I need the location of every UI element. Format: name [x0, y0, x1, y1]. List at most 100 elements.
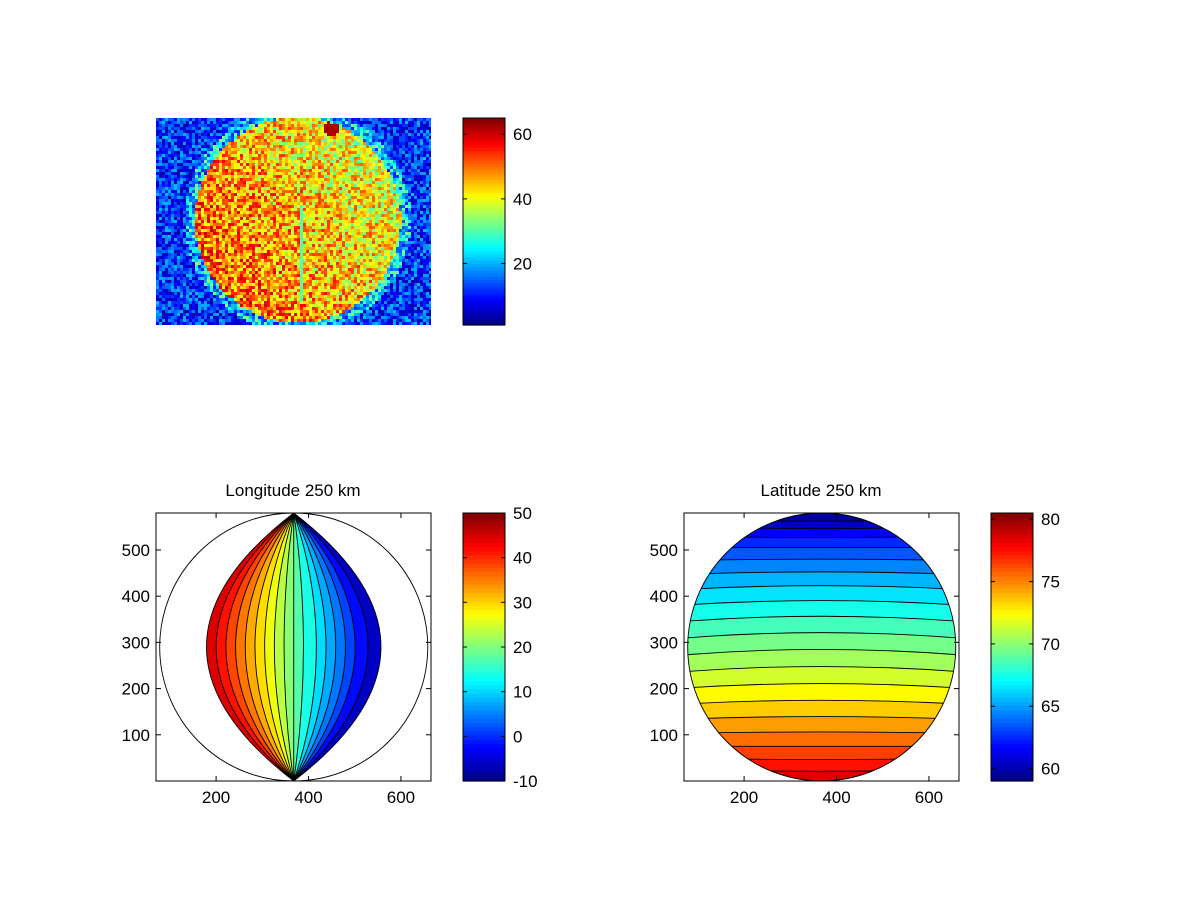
image-pixel: [291, 262, 294, 265]
image-pixel: [405, 205, 408, 208]
image-pixel: [189, 190, 192, 193]
image-pixel: [249, 256, 252, 259]
image-pixel: [306, 163, 309, 166]
image-pixel: [414, 271, 417, 274]
image-pixel: [222, 229, 225, 232]
image-pixel: [234, 130, 237, 133]
image-pixel: [222, 136, 225, 139]
image-pixel: [204, 241, 207, 244]
image-pixel: [198, 244, 201, 247]
image-pixel: [348, 223, 351, 226]
image-pixel: [204, 214, 207, 217]
image-pixel: [378, 172, 381, 175]
image-pixel: [369, 163, 372, 166]
image-pixel: [327, 265, 330, 268]
image-pixel: [408, 244, 411, 247]
image-pixel: [390, 124, 393, 127]
image-pixel: [357, 211, 360, 214]
image-pixel: [222, 274, 225, 277]
image-pixel: [345, 151, 348, 154]
image-pixel: [252, 241, 255, 244]
image-pixel: [168, 280, 171, 283]
image-pixel: [375, 142, 378, 145]
image-pixel: [270, 259, 273, 262]
image-pixel: [390, 253, 393, 256]
image-pixel: [204, 202, 207, 205]
image-pixel: [267, 223, 270, 226]
image-pixel: [204, 190, 207, 193]
image-pixel: [279, 268, 282, 271]
image-pixel: [258, 241, 261, 244]
image-pixel: [360, 154, 363, 157]
image-pixel: [291, 154, 294, 157]
image-pixel: [321, 190, 324, 193]
image-pixel: [276, 154, 279, 157]
image-pixel: [243, 268, 246, 271]
image-pixel: [264, 187, 267, 190]
image-pixel: [189, 229, 192, 232]
image-pixel: [375, 277, 378, 280]
image-pixel: [366, 130, 369, 133]
image-pixel: [189, 238, 192, 241]
image-pixel: [372, 199, 375, 202]
image-pixel: [189, 193, 192, 196]
image-pixel: [282, 151, 285, 154]
image-pixel: [366, 154, 369, 157]
image-pixel: [423, 124, 426, 127]
image-pixel: [246, 187, 249, 190]
image-pixel: [279, 229, 282, 232]
image-pixel: [267, 247, 270, 250]
image-pixel: [216, 247, 219, 250]
image-pixel: [165, 121, 168, 124]
image-pixel: [288, 256, 291, 259]
image-pixel: [429, 127, 431, 130]
image-pixel: [429, 232, 431, 235]
image-pixel: [429, 220, 431, 223]
image-pixel: [348, 163, 351, 166]
image-pixel: [246, 178, 249, 181]
image-pixel: [420, 136, 423, 139]
image-pixel: [222, 157, 225, 160]
image-pixel: [186, 271, 189, 274]
image-pixel: [333, 205, 336, 208]
image-pixel: [411, 205, 414, 208]
image-pixel: [285, 133, 288, 136]
image-pixel: [318, 142, 321, 145]
image-pixel: [261, 136, 264, 139]
image-pixel: [309, 235, 312, 238]
image-pixel: [159, 163, 162, 166]
image-pixel: [384, 220, 387, 223]
image-pixel: [339, 139, 342, 142]
image-pixel: [402, 124, 405, 127]
image-pixel: [219, 154, 222, 157]
image-pixel: [354, 265, 357, 268]
image-pixel: [255, 142, 258, 145]
image-pixel: [405, 172, 408, 175]
image-pixel: [252, 262, 255, 265]
image-pixel: [315, 247, 318, 250]
image-pixel: [378, 127, 381, 130]
image-pixel: [222, 271, 225, 274]
image-pixel: [282, 259, 285, 262]
image-pixel: [366, 253, 369, 256]
image-pixel: [396, 199, 399, 202]
image-pixel: [228, 238, 231, 241]
image-pixel: [414, 136, 417, 139]
image-pixel: [165, 280, 168, 283]
image-pixel: [327, 172, 330, 175]
image-pixel: [411, 145, 414, 148]
image-pixel: [174, 145, 177, 148]
image-pixel: [219, 262, 222, 265]
image-pixel: [156, 178, 159, 181]
image-pixel: [300, 178, 303, 181]
image-pixel: [339, 268, 342, 271]
image-pixel: [159, 130, 162, 133]
image-pixel: [423, 172, 426, 175]
image-pixel: [309, 217, 312, 220]
image-pixel: [300, 274, 303, 277]
image-pixel: [171, 226, 174, 229]
image-pixel: [228, 220, 231, 223]
image-pixel: [240, 262, 243, 265]
image-pixel: [282, 244, 285, 247]
image-pixel: [204, 211, 207, 214]
